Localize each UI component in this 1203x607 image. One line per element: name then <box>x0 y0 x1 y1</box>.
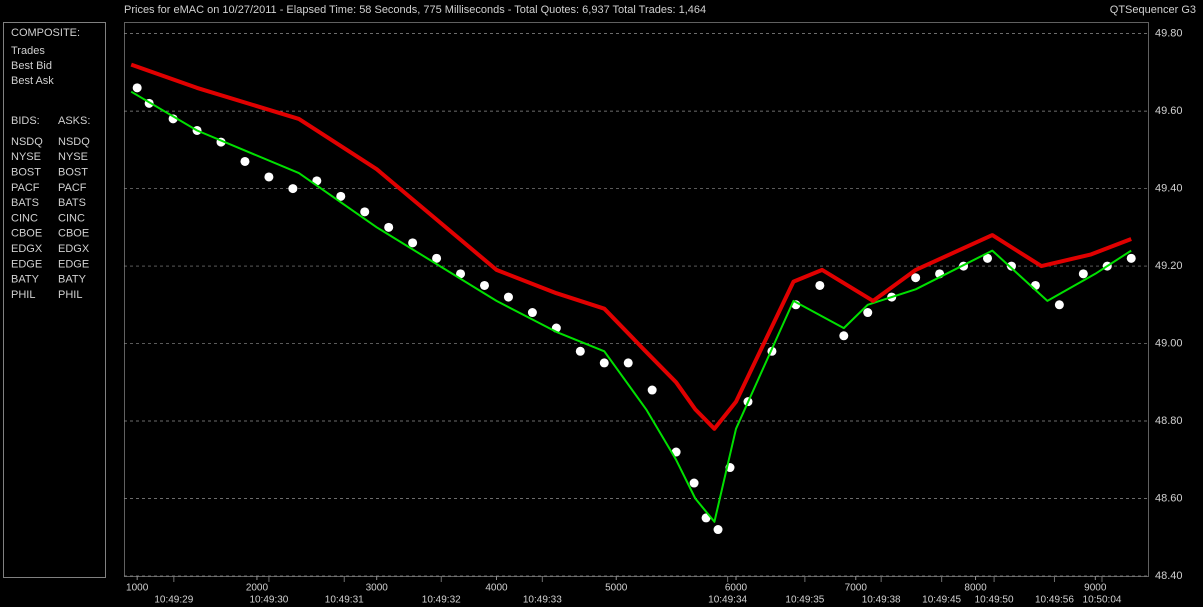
legend-entry: PHIL <box>11 289 35 301</box>
y-tick-label: 48.60 <box>1155 492 1183 504</box>
x-tick-label: 9000 <box>1084 583 1107 594</box>
x-tick-label: 5000 <box>605 583 628 594</box>
price-line <box>130 62 1132 431</box>
x-tick-label: 1000 <box>126 583 149 594</box>
y-tick-label: 49.20 <box>1155 260 1183 272</box>
time-tick-label: 10:49:38 <box>862 595 901 606</box>
trade-dot <box>1126 253 1136 263</box>
trade-dot <box>911 273 921 283</box>
legend-entry: NYSE <box>11 151 41 163</box>
x-tick-label: 8000 <box>964 583 987 594</box>
time-tick-label: 10:49:34 <box>708 595 747 606</box>
trade-dot <box>240 156 250 166</box>
app-name: QTSequencer G3 <box>1110 4 1196 16</box>
trade-dot <box>384 222 394 232</box>
plot-frame <box>124 22 1149 577</box>
time-tick-label: 10:49:30 <box>249 595 288 606</box>
legend-entry: CINC <box>58 212 85 224</box>
legend-entry: EDGE <box>58 258 89 270</box>
chart-title: Prices for eMAC on 10/27/2011 - Elapsed … <box>124 4 706 16</box>
trade-dot <box>1030 280 1040 290</box>
time-tick-label: 10:49:33 <box>523 595 562 606</box>
trade-dot <box>288 184 298 194</box>
trade-dot <box>336 191 346 201</box>
trade-dot <box>863 308 873 318</box>
trade-dot <box>713 525 723 535</box>
legend-entry: PHIL <box>58 289 82 301</box>
time-tick-label: 10:49:50 <box>975 595 1014 606</box>
legend-entry: BATY <box>58 274 87 286</box>
time-tick-label: 10:49:29 <box>154 595 193 606</box>
legend-header: COMPOSITE: <box>11 27 80 39</box>
legend-entry: PACF <box>58 182 87 194</box>
trade-dot <box>503 292 513 302</box>
y-tick-label: 49.40 <box>1155 182 1183 194</box>
price-line <box>130 90 1132 523</box>
trade-dot <box>839 331 849 341</box>
legend-entry: BOST <box>11 167 41 179</box>
time-tick-label: 10:49:32 <box>422 595 461 606</box>
time-tick-label: 10:49:45 <box>922 595 961 606</box>
trade-dot <box>689 478 699 488</box>
y-tick-label: 49.80 <box>1155 28 1183 40</box>
x-tick-label: 4000 <box>485 583 508 594</box>
time-tick-label: 10:49:35 <box>785 595 824 606</box>
trade-dot <box>815 280 825 290</box>
trade-dot <box>1006 261 1016 271</box>
trade-dot <box>264 172 274 182</box>
trade-dot <box>1078 269 1088 279</box>
x-tick-label: 7000 <box>845 583 868 594</box>
legend-entry: PACF <box>11 182 40 194</box>
legend-entry: Trades <box>11 45 45 57</box>
trade-dot <box>575 346 585 356</box>
legend-entry: BATY <box>11 274 40 286</box>
legend-entry: Best Bid <box>11 60 52 72</box>
legend-header: BIDS: <box>11 115 40 127</box>
trade-dot <box>527 308 537 318</box>
legend-entry: EDGX <box>11 243 43 255</box>
legend-entry: CBOE <box>58 228 89 240</box>
legend-entry: NSDQ <box>11 136 43 148</box>
legend-panel <box>3 22 106 578</box>
time-tick-label: 10:50:04 <box>1083 595 1122 606</box>
x-tick-label: 2000 <box>246 583 269 594</box>
trade-dot <box>408 238 418 248</box>
trade-dot <box>456 269 466 279</box>
y-tick-label: 48.40 <box>1155 570 1183 582</box>
x-tick-label: 6000 <box>725 583 748 594</box>
trade-dot <box>432 253 442 263</box>
trade-dot <box>479 280 489 290</box>
legend-entry: NSDQ <box>58 136 90 148</box>
y-tick-label: 48.80 <box>1155 415 1183 427</box>
legend-entry: EDGX <box>58 243 90 255</box>
trade-dot <box>132 83 142 93</box>
x-tick-label: 3000 <box>366 583 389 594</box>
trade-dot <box>360 207 370 217</box>
legend-entry: NYSE <box>58 151 88 163</box>
trade-dot <box>1054 300 1064 310</box>
legend-entry: EDGE <box>11 258 42 270</box>
trade-dot <box>983 253 993 263</box>
legend-entry: BATS <box>11 197 39 209</box>
time-tick-label: 10:49:56 <box>1035 595 1074 606</box>
legend-entry: BATS <box>58 197 86 209</box>
trade-dot <box>623 358 633 368</box>
y-tick-label: 49.00 <box>1155 337 1183 349</box>
legend-header: ASKS: <box>58 115 90 127</box>
trade-dot <box>647 385 657 395</box>
legend-entry: BOST <box>58 167 88 179</box>
legend-entry: CBOE <box>11 228 42 240</box>
y-tick-label: 49.60 <box>1155 105 1183 117</box>
trade-dot <box>599 358 609 368</box>
time-tick-label: 10:49:31 <box>325 595 364 606</box>
legend-entry: CINC <box>11 212 38 224</box>
legend-entry: Best Ask <box>11 75 54 87</box>
